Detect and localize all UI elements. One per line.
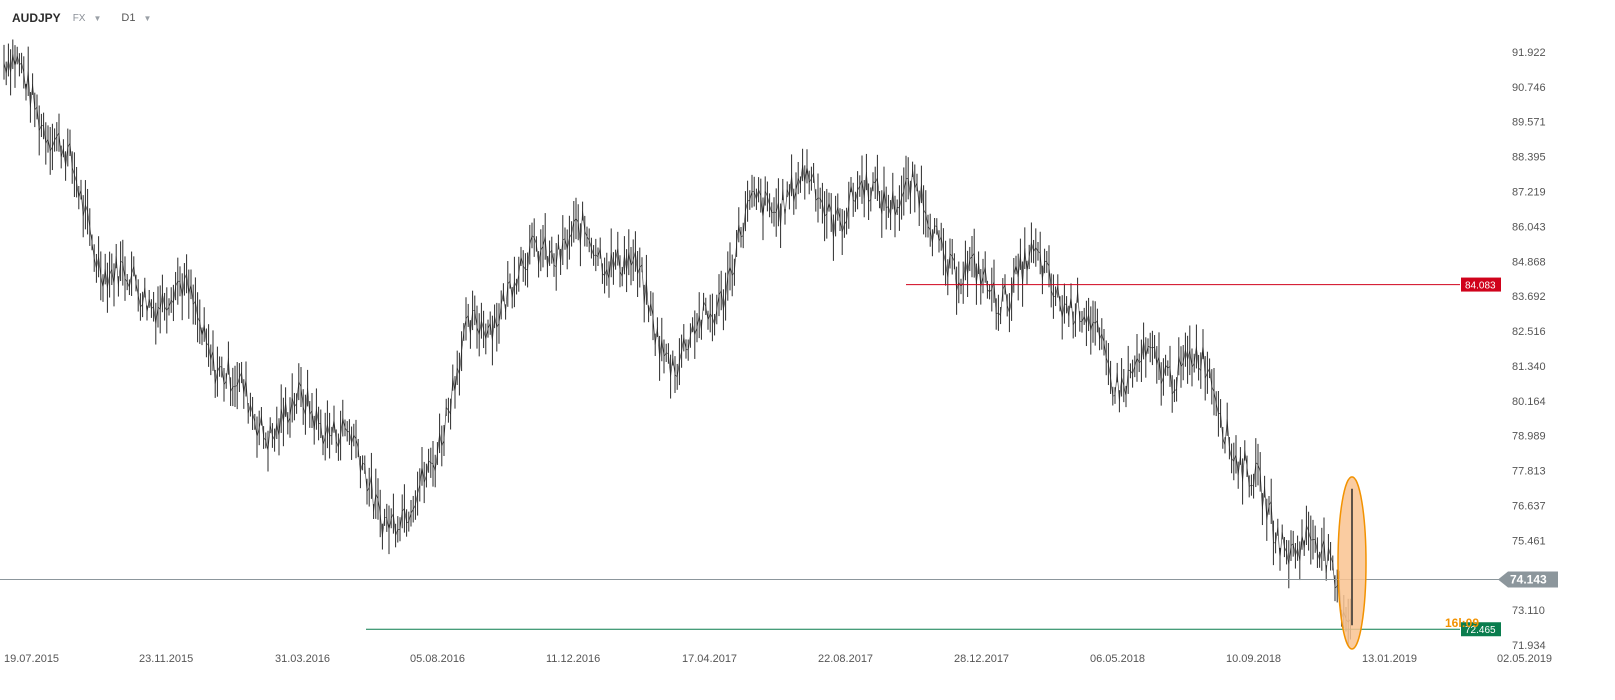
date-tick-label: 17.04.2017 — [682, 653, 737, 665]
price-tick-label: 86.043 — [1512, 221, 1546, 233]
price-series — [4, 39, 1350, 645]
resistance-label: 84.083 — [1461, 278, 1501, 292]
candle-connector — [228, 358, 230, 392]
resistance-value: 84.083 — [1465, 281, 1496, 292]
price-axis[interactable]: 91.922 90.746 89.571 88.395 87.219 86.043 84.8… — [1512, 47, 1546, 652]
price-tick-label: 82.516 — [1512, 326, 1546, 338]
candle-connector — [642, 265, 644, 304]
candle-connector — [145, 288, 147, 313]
date-tick-label: 19.07.2015 — [4, 653, 59, 665]
price-tick-label: 88.395 — [1512, 152, 1546, 164]
candle-connector — [1117, 373, 1119, 402]
current-price-label: 74.143 — [1498, 571, 1558, 587]
candle-connector — [116, 256, 118, 286]
date-tick-label: 28.12.2017 — [954, 653, 1009, 665]
date-tick-label: 13.01.2019 — [1362, 653, 1417, 665]
candle-connector — [701, 302, 703, 330]
price-tick-label: 73.110 — [1512, 605, 1545, 617]
price-tick-label: 87.219 — [1512, 187, 1546, 199]
date-tick-label: 23.11.2015 — [139, 653, 193, 665]
price-tick-label: 90.746 — [1512, 82, 1546, 94]
candle-connector — [783, 190, 785, 217]
price-tick-label: 81.340 — [1512, 361, 1546, 373]
candle-connector — [451, 378, 453, 414]
price-tick-label: 78.989 — [1512, 431, 1546, 443]
candle-connector — [1078, 290, 1080, 321]
price-tick-label: 77.813 — [1512, 466, 1546, 478]
candle-connector — [1071, 296, 1073, 325]
candle-connector — [365, 465, 367, 492]
candle-connector — [814, 173, 816, 200]
price-tick-label: 75.461 — [1512, 535, 1546, 547]
candle-connector — [1115, 373, 1117, 396]
candle-connector — [734, 243, 736, 272]
candle-connector — [503, 292, 505, 312]
candle-connector — [1280, 532, 1282, 559]
candle-connector — [1278, 527, 1280, 559]
current-price-value: 74.143 — [1510, 572, 1547, 586]
price-tick-label: 71.934 — [1512, 640, 1546, 652]
price-tick-label: 80.164 — [1512, 396, 1546, 408]
price-tick-label: 89.571 — [1512, 117, 1546, 129]
candle-connector — [600, 248, 602, 274]
date-tick-label: 06.05.2018 — [1090, 653, 1145, 665]
date-axis[interactable]: 19.07.2015 23.11.2015 31.03.2016 05.08.2016… — [4, 653, 1552, 665]
date-tick-label: 31.03.2016 — [275, 653, 330, 665]
date-tick-label: 02.05.2019 — [1497, 653, 1552, 665]
candle-connector — [1001, 290, 1003, 316]
price-tick-label: 84.868 — [1512, 256, 1546, 268]
date-tick-label: 11.12.2016 — [546, 653, 600, 665]
date-tick-label: 05.08.2016 — [410, 653, 465, 665]
candle-connector — [444, 407, 446, 440]
price-tick-label: 83.692 — [1512, 291, 1546, 303]
partial-label: 16l:09 — [1445, 616, 1479, 630]
date-tick-label: 22.08.2017 — [818, 653, 873, 665]
date-tick-label: 10.09.2018 — [1226, 653, 1281, 665]
price-tick-label: 91.922 — [1512, 47, 1546, 59]
price-tick-label: 76.637 — [1512, 500, 1546, 512]
candle-connector — [785, 189, 787, 217]
